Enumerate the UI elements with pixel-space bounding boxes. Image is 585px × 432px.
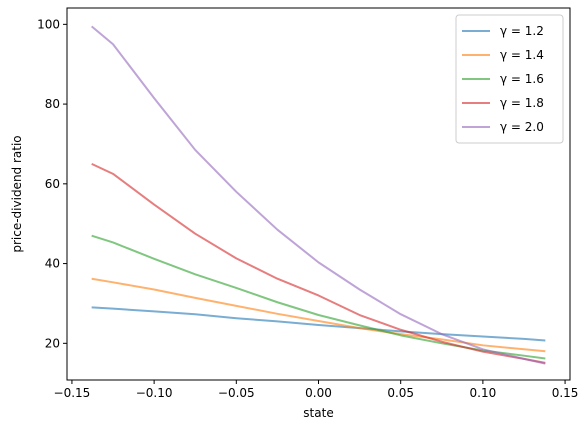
legend-label-3: γ = 1.6 [500,72,544,86]
x-tick-label-6: 0.15 [552,386,579,400]
series-layer [91,25,546,365]
series-line-1 [91,306,546,342]
x-tick-label-4: 0.05 [387,386,414,400]
x-tick-label-1: −0.10 [136,386,173,400]
series-line-3 [91,234,546,360]
legend-label-4: γ = 1.8 [500,96,544,110]
series-line-5 [91,25,546,365]
y-tick-label-3: 80 [45,97,60,111]
legend-label-1: γ = 1.2 [500,24,544,38]
x-axis-label: state [303,406,333,420]
y-tick-label-1: 40 [45,257,60,271]
y-axis-label: price-dividend ratio [10,135,24,252]
legend-frame [455,14,564,144]
axis-layer: −0.15 −0.10 −0.05 0.00 0.05 0.10 0.15 20 40 60 80 1… [37,17,578,400]
y-tick-label-0: 20 [45,336,60,350]
x-tick-label-0: −0.15 [54,386,91,400]
x-tick-label-2: −0.05 [218,386,255,400]
y-tick-label-2: 60 [45,177,60,191]
legend-label-2: γ = 1.4 [500,48,544,62]
legend: γ = 1.2 γ = 1.4 γ = 1.6 γ = 1.8 γ = 2.0 [455,14,564,144]
series-line-4 [91,162,546,364]
legend-label-5: γ = 2.0 [500,120,544,134]
series-line-2 [91,277,546,353]
x-tick-label-3: 0.00 [305,386,332,400]
x-tick-label-5: 0.10 [470,386,497,400]
y-tick-label-4: 100 [37,17,60,31]
